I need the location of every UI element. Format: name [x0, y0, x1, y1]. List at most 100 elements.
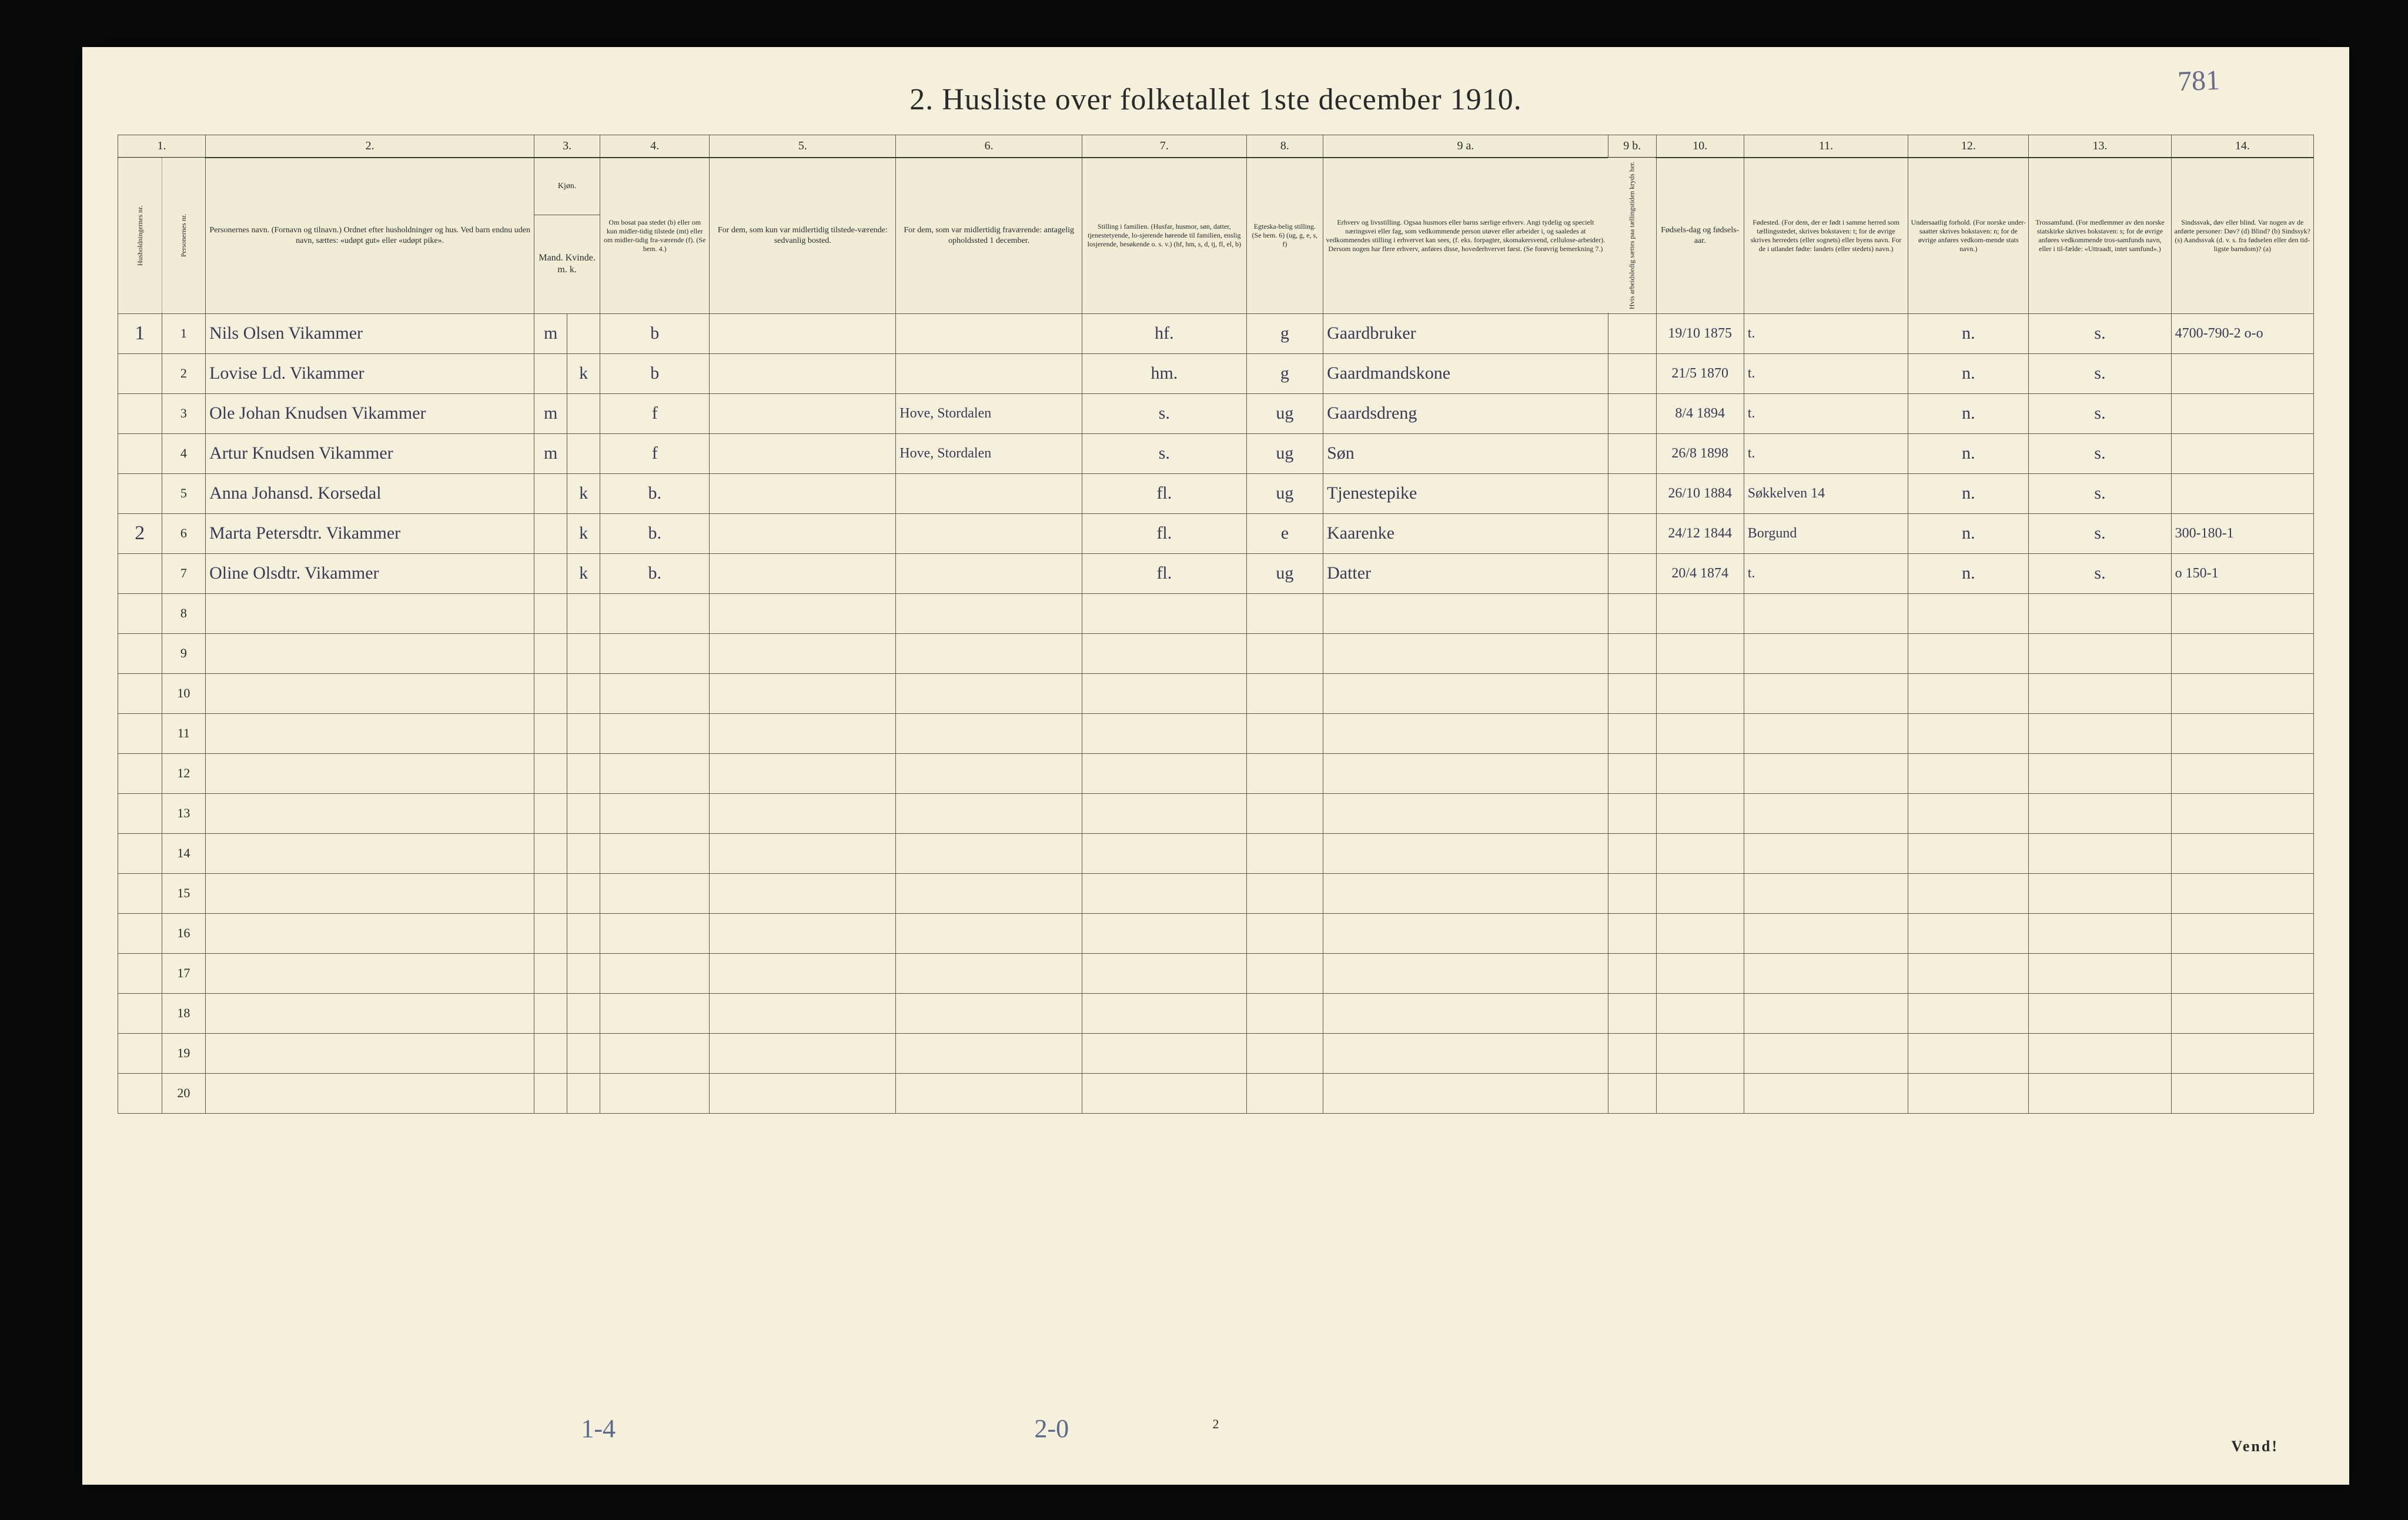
cell-empty	[1908, 1033, 2029, 1073]
cell-marital: g	[1246, 353, 1323, 393]
cell-empty	[534, 873, 567, 913]
colnum-7: 7.	[1082, 135, 1247, 158]
cell-empty	[1608, 593, 1656, 633]
header-birthplace: Fødested. (For dem, der er født i samme …	[1744, 158, 1908, 313]
cell-empty	[2171, 713, 2313, 753]
cell-empty	[567, 793, 600, 833]
cell-empty	[1656, 1033, 1744, 1073]
cell-empty	[1246, 673, 1323, 713]
cell-empty	[1082, 753, 1247, 793]
cell-empty	[1323, 713, 1608, 753]
cell-person-no: 10	[162, 673, 206, 713]
cell-person-no: 13	[162, 793, 206, 833]
cell-nationality: n.	[1908, 473, 2029, 513]
table-row: 5Anna Johansd. Korsedalkb.fl.ugTjenestep…	[118, 473, 2314, 513]
cell-empty	[1082, 873, 1247, 913]
cell-sex-k: k	[567, 513, 600, 553]
cell-empty	[1744, 713, 1908, 753]
table-row-empty: 9	[118, 633, 2314, 673]
cell-religion: s.	[2029, 313, 2171, 353]
footer-handwritten-mid: 2-0	[1035, 1414, 1069, 1444]
cell-empty	[534, 833, 567, 873]
table-row: 4Artur Knudsen VikammermfHove, Stordalen…	[118, 433, 2314, 473]
cell-empty	[896, 593, 1082, 633]
cell-empty	[1082, 833, 1247, 873]
cell-empty	[1323, 633, 1608, 673]
cell-empty	[1656, 913, 1744, 953]
cell-temp-present	[710, 393, 896, 433]
colnum-14: 14.	[2171, 135, 2313, 158]
cell-religion: s.	[2029, 353, 2171, 393]
colnum-5: 5.	[710, 135, 896, 158]
cell-empty	[600, 1073, 710, 1113]
cell-empty	[1744, 633, 1908, 673]
cell-empty	[1656, 753, 1744, 793]
cell-empty	[896, 913, 1082, 953]
cell-person-no: 5	[162, 473, 206, 513]
cell-empty	[534, 1073, 567, 1113]
cell-empty	[1608, 833, 1656, 873]
cell-empty	[567, 633, 600, 673]
cell-empty	[710, 1073, 896, 1113]
cell-empty	[1246, 753, 1323, 793]
cell-person-no: 18	[162, 993, 206, 1033]
ledger-page: 781 2. Husliste over folketallet 1ste de…	[82, 47, 2349, 1485]
cell-empty	[600, 633, 710, 673]
cell-empty	[534, 673, 567, 713]
cell-empty	[567, 713, 600, 753]
cell-household	[118, 833, 162, 873]
cell-empty	[710, 1033, 896, 1073]
cell-empty	[600, 713, 710, 753]
colnum-13: 13.	[2029, 135, 2171, 158]
cell-empty	[1608, 913, 1656, 953]
cell-residence: f	[600, 433, 710, 473]
cell-temp-absent	[896, 553, 1082, 593]
cell-birthplace: Borgund	[1744, 513, 1908, 553]
cell-empty	[1656, 953, 1744, 993]
cell-empty	[1082, 1033, 1247, 1073]
cell-sex-m	[534, 553, 567, 593]
cell-empty	[1323, 673, 1608, 713]
cell-temp-present	[710, 513, 896, 553]
cell-temp-absent: Hove, Stordalen	[896, 393, 1082, 433]
cell-religion: s.	[2029, 473, 2171, 513]
cell-empty	[534, 953, 567, 993]
cell-empty	[2029, 953, 2171, 993]
cell-empty	[600, 793, 710, 833]
cell-household	[118, 473, 162, 513]
cell-empty	[1246, 993, 1323, 1033]
cell-empty	[534, 633, 567, 673]
cell-empty	[600, 593, 710, 633]
cell-residence: b.	[600, 473, 710, 513]
cell-empty	[206, 793, 534, 833]
cell-empty	[567, 1073, 600, 1113]
cell-sex-k: k	[567, 553, 600, 593]
table-row: 7Oline Olsdtr. Vikammerkb.fl.ugDatter20/…	[118, 553, 2314, 593]
cell-empty	[2171, 793, 2313, 833]
cell-empty	[1744, 593, 1908, 633]
cell-empty	[2029, 913, 2171, 953]
cell-empty	[2029, 633, 2171, 673]
cell-empty	[1908, 673, 2029, 713]
cell-empty	[1656, 993, 1744, 1033]
cell-empty	[896, 1073, 1082, 1113]
table-row-empty: 8	[118, 593, 2314, 633]
cell-empty	[1246, 633, 1323, 673]
cell-empty	[206, 953, 534, 993]
cell-person-no: 17	[162, 953, 206, 993]
cell-sex-k	[567, 393, 600, 433]
cell-family-pos: hf.	[1082, 313, 1247, 353]
cell-empty	[896, 873, 1082, 913]
cell-person-no: 7	[162, 553, 206, 593]
cell-empty	[2171, 913, 2313, 953]
cell-empty	[206, 873, 534, 913]
cell-household	[118, 433, 162, 473]
header-religion: Trossamfund. (For medlemmer av den norsk…	[2029, 158, 2171, 313]
cell-empty	[1246, 793, 1323, 833]
cell-person-no: 16	[162, 913, 206, 953]
cell-unemployed	[1608, 433, 1656, 473]
column-number-row: 1. 2. 3. 4. 5. 6. 7. 8. 9 a. 9 b. 10. 11…	[118, 135, 2314, 158]
cell-empty	[1656, 593, 1744, 633]
table-row: 3Ole Johan Knudsen VikammermfHove, Stord…	[118, 393, 2314, 433]
column-header-row: Husholdningernes nr. Personernes nr. Per…	[118, 158, 2314, 215]
